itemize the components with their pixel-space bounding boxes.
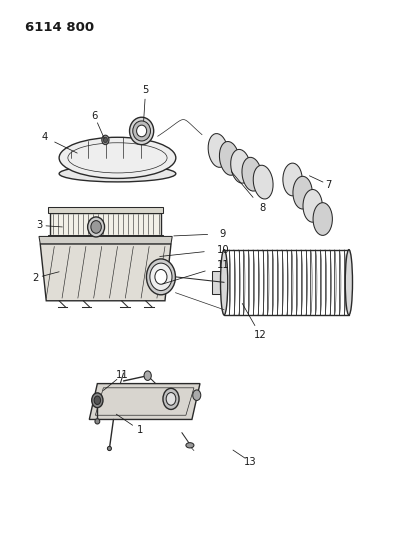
Ellipse shape (146, 259, 175, 295)
Ellipse shape (92, 393, 103, 408)
Ellipse shape (345, 249, 353, 315)
Ellipse shape (313, 203, 333, 236)
Text: 11: 11 (217, 261, 230, 270)
Text: 3: 3 (36, 220, 42, 230)
Ellipse shape (59, 138, 176, 179)
Text: 11: 11 (116, 369, 129, 379)
Polygon shape (130, 139, 154, 146)
Text: 5: 5 (142, 85, 149, 95)
Ellipse shape (163, 389, 179, 409)
Ellipse shape (231, 149, 251, 183)
Ellipse shape (242, 157, 262, 191)
Text: 4: 4 (42, 132, 48, 142)
Ellipse shape (59, 165, 176, 182)
Ellipse shape (283, 163, 302, 196)
Text: 6: 6 (91, 111, 98, 121)
Ellipse shape (102, 135, 109, 144)
Ellipse shape (91, 221, 101, 233)
Ellipse shape (208, 134, 228, 167)
Ellipse shape (133, 121, 151, 141)
Ellipse shape (303, 190, 322, 222)
FancyBboxPatch shape (212, 271, 224, 294)
Ellipse shape (95, 419, 100, 424)
Ellipse shape (186, 443, 194, 448)
Polygon shape (40, 244, 171, 301)
Text: 7: 7 (326, 180, 332, 190)
Ellipse shape (155, 270, 167, 284)
Text: 13: 13 (244, 457, 257, 467)
Text: 2: 2 (32, 273, 38, 283)
FancyBboxPatch shape (48, 207, 163, 213)
Text: 6114 800: 6114 800 (25, 21, 94, 34)
Ellipse shape (107, 446, 111, 450)
Ellipse shape (103, 138, 107, 142)
Ellipse shape (137, 125, 146, 137)
Text: 1: 1 (136, 425, 143, 435)
Ellipse shape (94, 396, 100, 405)
FancyBboxPatch shape (48, 235, 163, 240)
Ellipse shape (166, 393, 176, 405)
Polygon shape (89, 384, 200, 419)
Ellipse shape (193, 390, 201, 400)
Ellipse shape (130, 117, 154, 144)
Ellipse shape (88, 217, 104, 237)
Ellipse shape (144, 371, 151, 381)
Text: 10: 10 (217, 245, 230, 255)
Ellipse shape (293, 176, 312, 209)
Text: 9: 9 (219, 229, 225, 239)
Text: 12: 12 (254, 330, 267, 340)
Text: 8: 8 (259, 204, 266, 214)
Polygon shape (39, 237, 172, 244)
Ellipse shape (253, 165, 273, 199)
Ellipse shape (150, 263, 172, 290)
Ellipse shape (220, 141, 239, 175)
Ellipse shape (220, 249, 228, 315)
FancyBboxPatch shape (50, 213, 161, 236)
